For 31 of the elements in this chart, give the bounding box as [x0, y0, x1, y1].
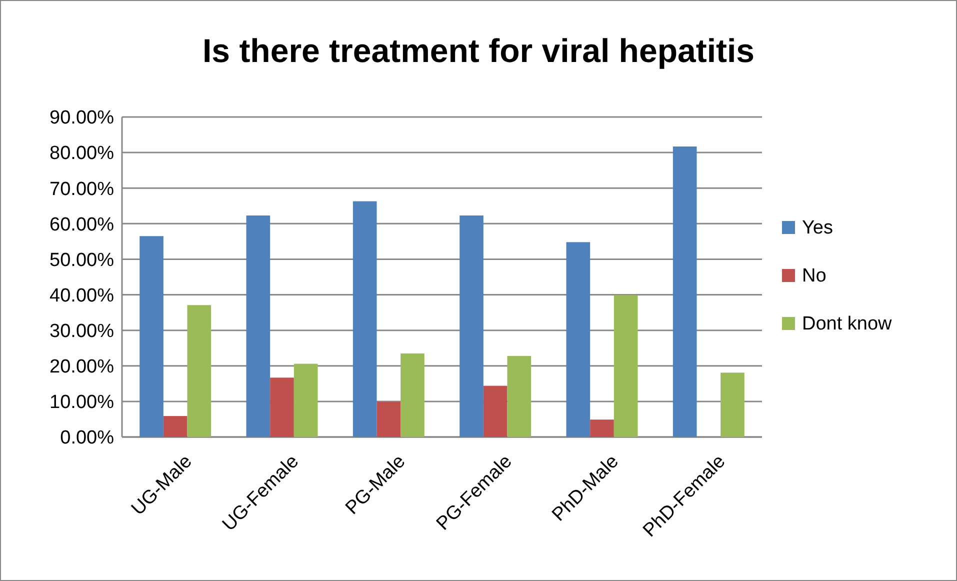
y-tick-label: 70.00% [50, 178, 114, 200]
bar [483, 386, 508, 437]
bar [507, 356, 532, 437]
bar [270, 378, 294, 437]
chart-title: Is there treatment for viral hepatitis [202, 32, 754, 69]
bar [246, 215, 270, 437]
bar [140, 236, 164, 437]
y-tick-label: 50.00% [50, 250, 114, 271]
bar [352, 201, 377, 437]
legend-label: Yes [802, 218, 833, 239]
legend-label: Dont know [802, 314, 892, 335]
y-tick-label: 90.00% [50, 108, 114, 129]
legend-label: No [802, 266, 826, 287]
y-tick-label: 40.00% [50, 285, 114, 306]
y-tick-label: 0.00% [60, 428, 114, 449]
bar [566, 242, 590, 437]
bar [614, 295, 638, 437]
bar [187, 305, 212, 437]
bar [163, 416, 188, 437]
y-tick-label: 60.00% [50, 214, 114, 236]
bar [720, 372, 744, 437]
y-tick-label: 80.00% [50, 143, 114, 164]
bar [294, 364, 318, 437]
bar [376, 402, 401, 437]
bar [400, 353, 424, 437]
bar [460, 215, 484, 437]
y-tick-label: 10.00% [50, 392, 114, 414]
bar [590, 420, 614, 437]
y-tick-label: 30.00% [50, 320, 114, 342]
y-tick-label: 20.00% [50, 356, 114, 378]
bar [672, 146, 697, 437]
